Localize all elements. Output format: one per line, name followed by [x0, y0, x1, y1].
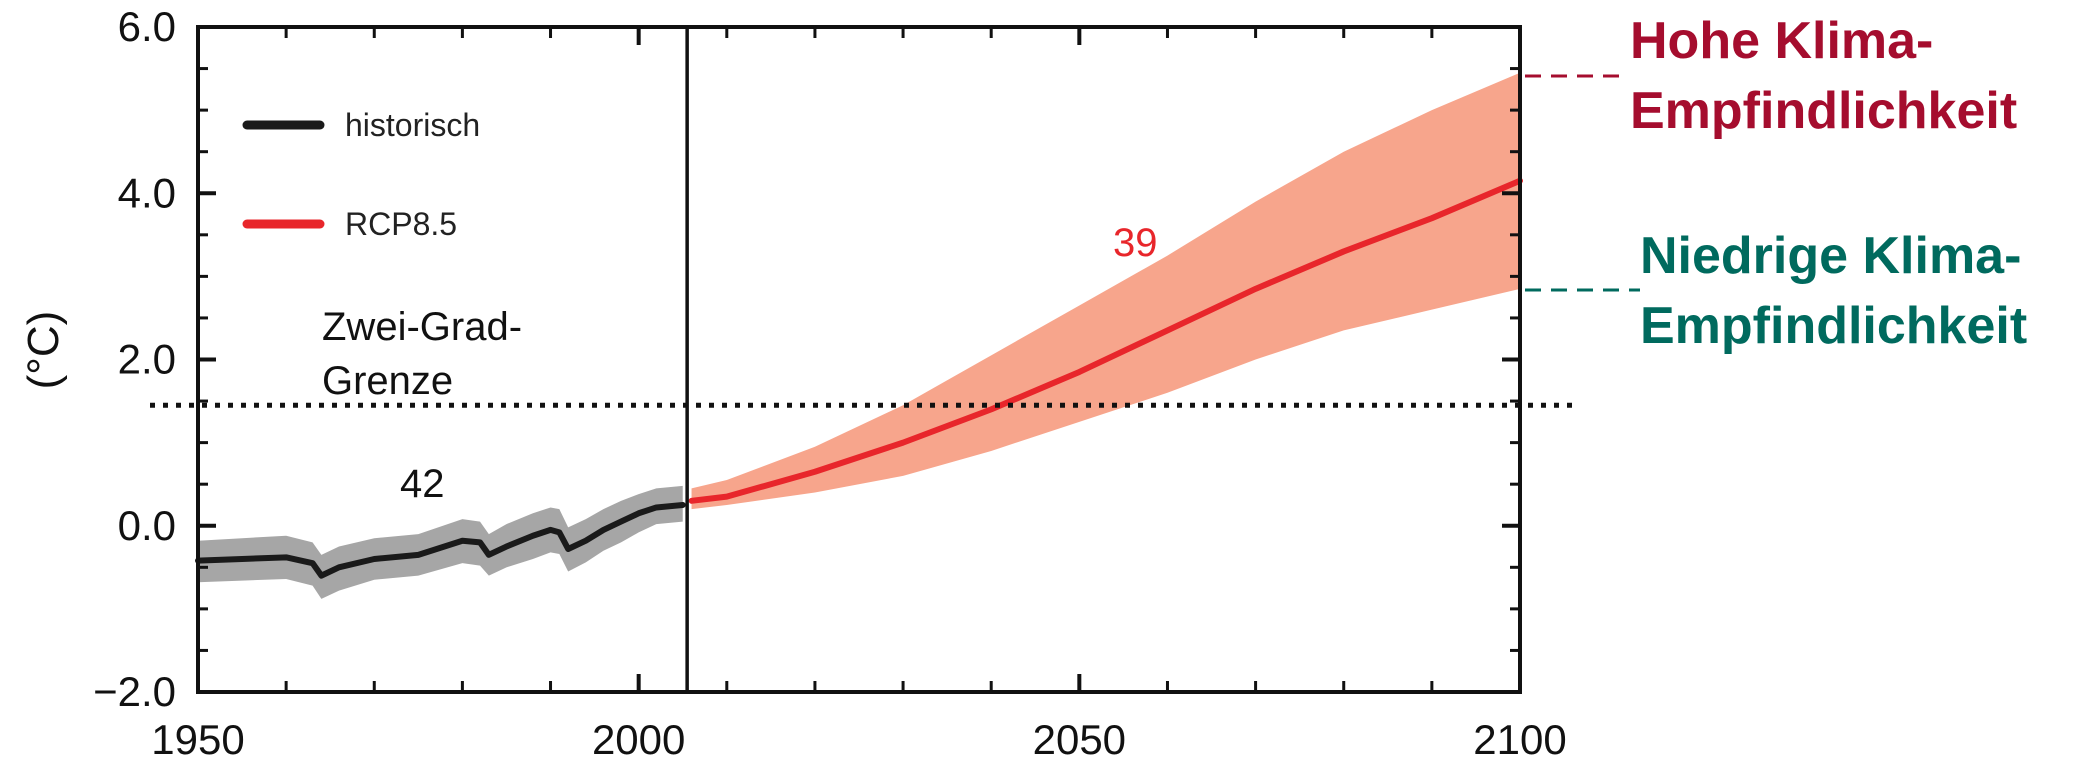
high-sensitivity-label-line1: Hohe Klima- — [1630, 12, 1933, 70]
reference-lines — [150, 27, 1575, 692]
low-sensitivity-label-line1: Niedrige Klima- — [1640, 227, 2021, 285]
line-historisch — [195, 501, 686, 579]
rcp-model-count: 39 — [1113, 221, 1158, 265]
historical-model-count: 42 — [400, 462, 445, 506]
x-tick-label: 2000 — [592, 716, 685, 763]
legend-label-historisch: historisch — [345, 107, 480, 143]
line-rcp85 — [688, 177, 1523, 504]
y-tick-label: 2.0 — [118, 336, 176, 383]
y-tick-label: 0.0 — [118, 502, 176, 549]
annotations: Zwei-Grad- Grenze 42 39 — [322, 221, 1158, 506]
two-degree-label-line1: Zwei-Grad- — [322, 305, 522, 349]
y-tick-label: −2.0 — [93, 668, 176, 715]
legend-label-rcp85: RCP8.5 — [345, 206, 457, 242]
high-sensitivity-label-line2: Empfindlichkeit — [1630, 82, 2017, 140]
sensitivity-labels: Hohe Klima- Empfindlichkeit Niedrige Kli… — [1525, 12, 2027, 355]
y-tick-label: 4.0 — [118, 169, 176, 216]
band-rcp85 — [691, 72, 1520, 510]
axis-ticks: −2.0 0.0 2.0 4.0 6.0 1950 2000 2050 2100 — [93, 3, 1567, 763]
y-axis-title: (°C) — [19, 311, 68, 390]
x-tick-label: 1950 — [151, 716, 244, 763]
x-tick-label: 2050 — [1033, 716, 1126, 763]
x-tick-label: 2100 — [1473, 716, 1566, 763]
two-degree-label-line2: Grenze — [322, 359, 453, 403]
legend: historisch RCP8.5 — [242, 107, 480, 242]
series-lines — [195, 177, 1523, 579]
low-sensitivity-label-line2: Empfindlichkeit — [1640, 297, 2027, 355]
y-tick-label: 6.0 — [118, 3, 176, 50]
plot-area: −2.0 0.0 2.0 4.0 6.0 1950 2000 2050 2100 — [93, 3, 1575, 763]
y-axis-label: (°C) — [19, 311, 68, 390]
